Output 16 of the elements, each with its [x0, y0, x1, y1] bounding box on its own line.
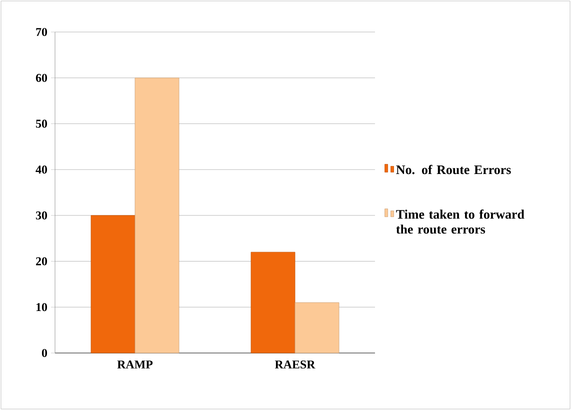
bar [134, 78, 180, 354]
y-tick-label: 70 [36, 28, 48, 36]
y-tick-label: 20 [36, 257, 48, 266]
legend-label: Time taken to forward the route errors [396, 209, 524, 234]
bar [294, 302, 340, 354]
y-tick-label: 50 [36, 120, 48, 128]
bar [250, 252, 296, 354]
y-tick-label: 60 [36, 74, 48, 82]
y-tick-label: 10 [36, 303, 48, 312]
y-tick-label: 40 [36, 166, 48, 174]
legend-label: No. of Route Errors [396, 164, 511, 174]
y-tick-label: 0 [42, 348, 48, 358]
x-tick-label: RAESR [274, 360, 316, 369]
x-tick-label: RAMP [117, 360, 153, 368]
bar [90, 215, 136, 354]
y-tick-label: 30 [36, 211, 48, 220]
